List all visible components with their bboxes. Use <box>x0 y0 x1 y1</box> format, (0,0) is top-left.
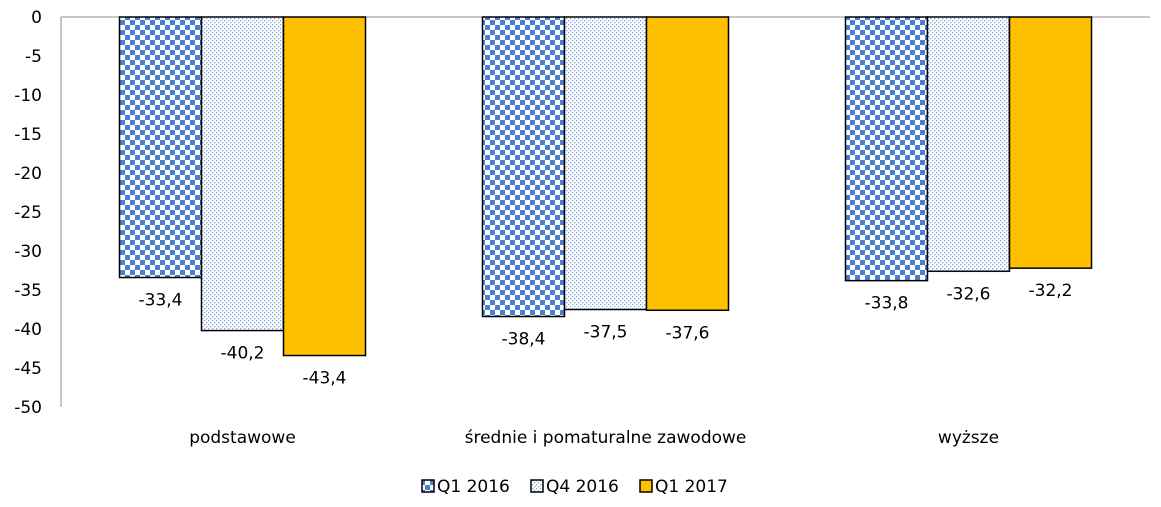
y-tick-label: -30 <box>14 242 42 262</box>
y-tick-label: -40 <box>14 320 42 340</box>
legend-label: Q1 2016 <box>437 477 510 497</box>
bar-q1-2016-podstawowe <box>118 16 203 279</box>
y-tick-label: -20 <box>14 164 42 184</box>
y-tick-label: -35 <box>14 281 42 301</box>
value-label-q1-2017-podstawowe: -43,4 <box>303 369 347 389</box>
value-labels: -33,4 -40,2 -43,4 -38,4 -37,5 -37,6 -33,8 -32,6… <box>139 281 1073 388</box>
y-tick-label: -45 <box>14 359 42 379</box>
value-label-q4-2016-srednie-i-pomaturalne-zawodowe: -37,5 <box>584 323 628 343</box>
value-label-q4-2016-podstawowe: -40,2 <box>221 344 265 364</box>
legend-label: Q4 2016 <box>546 477 619 497</box>
legend: Q1 2016 Q4 2016 Q1 2017 <box>421 477 728 497</box>
value-label-q1-2016-podstawowe: -33,4 <box>139 291 183 311</box>
bar-q1-2016-srednie-i-pomaturalne-zawodowe <box>481 16 566 318</box>
bars <box>118 16 1093 357</box>
legend-item-q1-2016: Q1 2016 <box>421 477 510 497</box>
y-tick-label: 0 <box>31 8 42 28</box>
category-label-srednie-i-pomaturalne-zawodowe: średnie i pomaturalne zawodowe <box>465 428 747 448</box>
legend-item-q4-2016: Q4 2016 <box>530 477 619 497</box>
y-tick-label: -10 <box>14 86 42 106</box>
category-labels: podstawowe średnie i pomaturalne zawodowe… <box>189 428 999 448</box>
y-tick-label: -5 <box>25 47 42 67</box>
category-label-wyzsze: wyższe <box>938 428 999 448</box>
y-tick-label: -25 <box>14 203 42 223</box>
legend-label: Q1 2017 <box>655 477 728 497</box>
value-label-q1-2016-srednie-i-pomaturalne-zawodowe: -38,4 <box>502 330 546 350</box>
legend-swatch <box>421 479 435 493</box>
legend-item-q1-2017: Q1 2017 <box>639 477 728 497</box>
y-axis: 0 -5 -10 -15 -20 -25 -30 -35 -40 -45 -50 <box>14 8 1150 418</box>
bar-q1-2017-podstawowe <box>282 16 367 357</box>
y-tick-label: -15 <box>14 125 42 145</box>
bar-q4-2016-srednie-i-pomaturalne-zawodowe <box>563 16 648 311</box>
bar-q4-2016-podstawowe <box>200 16 285 332</box>
y-tick-label: -50 <box>14 398 42 418</box>
bar-q1-2016-wyzsze <box>844 16 929 282</box>
bar-q1-2017-wyzsze <box>1008 16 1093 269</box>
category-label-podstawowe: podstawowe <box>189 428 296 448</box>
legend-swatch <box>639 479 653 493</box>
legend-swatch <box>530 479 544 493</box>
bar-q1-2017-srednie-i-pomaturalne-zawodowe <box>645 16 730 312</box>
value-label-q1-2017-srednie-i-pomaturalne-zawodowe: -37,6 <box>666 323 710 343</box>
value-label-q1-2016-wyzsze: -33,8 <box>865 294 909 314</box>
bar-q4-2016-wyzsze <box>926 16 1011 273</box>
value-label-q4-2016-wyzsze: -32,6 <box>947 284 991 304</box>
value-label-q1-2017-wyzsze: -32,2 <box>1029 281 1073 301</box>
